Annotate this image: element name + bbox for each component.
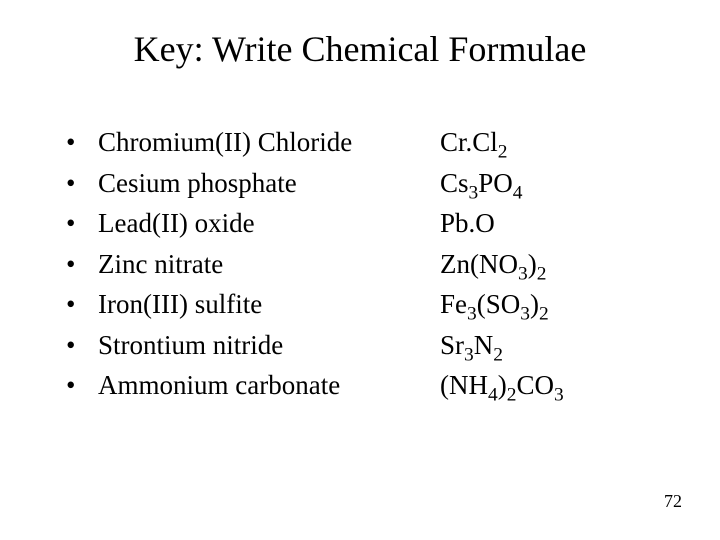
chemical-formula: Cr.Cl2	[440, 122, 564, 163]
bullet-icon: •	[62, 163, 98, 204]
list-item: •Iron(III) sulfite	[62, 284, 440, 325]
list-item: •Chromium(II) Chloride	[62, 122, 440, 163]
bullet-icon: •	[62, 244, 98, 285]
content-area: •Chromium(II) Chloride•Cesium phosphate•…	[0, 70, 720, 406]
chemical-formula: Pb.O	[440, 203, 564, 244]
chemical-formula: Cs3PO4	[440, 163, 564, 204]
bullet-icon: •	[62, 203, 98, 244]
compound-name: Cesium phosphate	[98, 163, 297, 204]
page-number: 72	[664, 491, 682, 512]
compound-name: Zinc nitrate	[98, 244, 223, 285]
list-item: •Ammonium carbonate	[62, 365, 440, 406]
bullet-icon: •	[62, 325, 98, 366]
list-item: •Strontium nitride	[62, 325, 440, 366]
slide-title: Key: Write Chemical Formulae	[0, 0, 720, 70]
list-item: •Lead(II) oxide	[62, 203, 440, 244]
compound-name: Strontium nitride	[98, 325, 283, 366]
list-item: •Cesium phosphate	[62, 163, 440, 204]
list-item: •Zinc nitrate	[62, 244, 440, 285]
compound-name: Ammonium carbonate	[98, 365, 340, 406]
bullet-icon: •	[62, 284, 98, 325]
chemical-formula: Zn(NO3)2	[440, 244, 564, 285]
chemical-formula: Fe3(SO3)2	[440, 284, 564, 325]
chemical-formula: Sr3N2	[440, 325, 564, 366]
bullet-icon: •	[62, 122, 98, 163]
compound-name: Iron(III) sulfite	[98, 284, 262, 325]
compound-name: Lead(II) oxide	[98, 203, 255, 244]
bullet-icon: •	[62, 365, 98, 406]
formulas-column: Cr.Cl2Cs3PO4Pb.OZn(NO3)2Fe3(SO3)2Sr3N2(N…	[440, 122, 564, 406]
chemical-formula: (NH4)2CO3	[440, 365, 564, 406]
names-column: •Chromium(II) Chloride•Cesium phosphate•…	[0, 122, 440, 406]
compound-name: Chromium(II) Chloride	[98, 122, 352, 163]
